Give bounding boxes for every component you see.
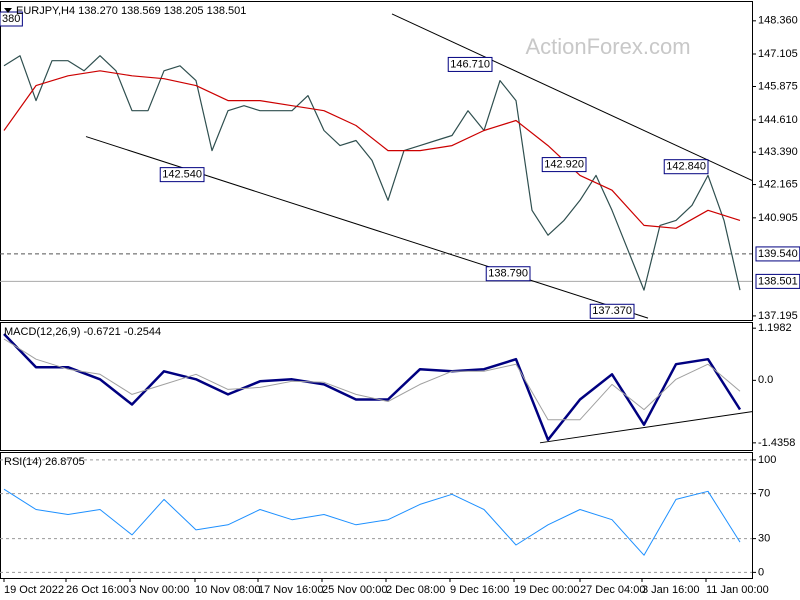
label-box bbox=[159, 167, 205, 183]
y-tick-label: 1.1982 bbox=[758, 322, 792, 334]
symbol-arrow bbox=[4, 8, 12, 13]
watermark: ActionForex.com bbox=[525, 34, 690, 59]
label-box bbox=[663, 159, 709, 175]
panel-title: EURJPY,H4 138.270 138.569 138.205 138.50… bbox=[16, 5, 246, 17]
y-tick-label: 145.875 bbox=[758, 80, 798, 92]
series-line bbox=[3, 70, 741, 229]
x-tick-label: 19 Dec 00:00 bbox=[514, 584, 579, 596]
x-tick-label: 27 Dec 04:00 bbox=[580, 584, 645, 596]
panel-frame bbox=[0, 322, 753, 451]
y-tick-label: 0.0 bbox=[758, 374, 773, 386]
label-box bbox=[485, 266, 531, 282]
x-tick-label: 17 Nov 16:00 bbox=[258, 584, 323, 596]
x-tick-label: 3 Nov 00:00 bbox=[130, 584, 189, 596]
y-tick-label: 70 bbox=[758, 488, 770, 500]
series-line bbox=[3, 338, 741, 421]
label-box bbox=[541, 157, 587, 173]
x-tick-label: 11 Jan 00:00 bbox=[706, 584, 769, 596]
y-tick-label: 140.905 bbox=[758, 212, 798, 224]
label-text: 138.501 bbox=[758, 275, 798, 287]
panel-title: RSI(14) 26.8705 bbox=[4, 456, 85, 468]
label-text: 142.920 bbox=[544, 159, 584, 171]
panel-frame bbox=[0, 452, 753, 579]
y-tick-label: 143.390 bbox=[758, 146, 798, 158]
y-tick-label: -1.4358 bbox=[758, 437, 795, 449]
y-tick-label: 137.195 bbox=[758, 310, 798, 322]
y-tick-label: 0 bbox=[758, 566, 764, 578]
trendline bbox=[85, 136, 649, 319]
label-text: 380 bbox=[2, 13, 20, 25]
label-text: 138.790 bbox=[488, 268, 528, 280]
label-text: 142.840 bbox=[666, 161, 706, 173]
panel-title: MACD(12,26,9) -0.6721 -0.2544 bbox=[4, 326, 161, 338]
y-tick-label: 144.610 bbox=[758, 114, 798, 126]
y-tick-label: 100 bbox=[758, 454, 776, 466]
x-tick-label: 19 Oct 2022 bbox=[4, 584, 64, 596]
label-text: 146.710 bbox=[450, 58, 490, 70]
label-text: 142.540 bbox=[162, 169, 202, 181]
series-line bbox=[3, 333, 742, 442]
x-tick-label: 2 Dec 08:00 bbox=[386, 584, 445, 596]
panel-frame bbox=[0, 1, 753, 321]
y-tick-label: 148.360 bbox=[758, 15, 798, 27]
y-tick-label: 142.165 bbox=[758, 178, 798, 190]
x-tick-label: 10 Nov 08:00 bbox=[195, 584, 260, 596]
label-text: 137.370 bbox=[592, 305, 632, 317]
trendline bbox=[539, 411, 753, 444]
trendline bbox=[391, 13, 753, 181]
label-box bbox=[0, 11, 23, 27]
y-tick-label: 147.105 bbox=[758, 48, 798, 60]
x-tick-label: 25 Nov 00:00 bbox=[322, 584, 387, 596]
series-line bbox=[3, 488, 741, 556]
y-tick-label: 30 bbox=[758, 533, 770, 545]
label-box bbox=[589, 303, 635, 319]
series-line bbox=[3, 55, 741, 291]
x-tick-label: 9 Dec 16:00 bbox=[450, 584, 509, 596]
x-tick-label: 3 Jan 16:00 bbox=[642, 584, 700, 596]
label-text: 139.540 bbox=[758, 248, 798, 260]
label-box bbox=[447, 56, 493, 72]
x-tick-label: 26 Oct 16:00 bbox=[66, 584, 129, 596]
